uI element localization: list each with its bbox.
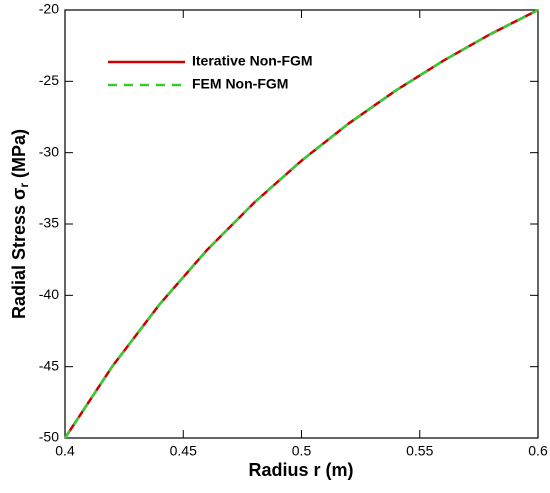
x-tick-label: 0.6 xyxy=(528,443,548,459)
x-axis-label: Radius r (m) xyxy=(248,460,353,480)
y-tick-label: -20 xyxy=(39,1,59,17)
y-label-sub: r xyxy=(17,183,31,188)
plot-frame xyxy=(64,9,539,439)
x-tick-label: 0.4 xyxy=(55,443,75,459)
x-tick-label: 0.5 xyxy=(292,443,312,459)
y-axis-label: Radial Stress σr (MPa) xyxy=(9,129,31,319)
legend-label: FEM Non-FGM xyxy=(192,76,288,92)
y-tick-label: -25 xyxy=(39,72,59,88)
x-tick-label: 0.55 xyxy=(406,443,433,459)
series-line xyxy=(63,8,539,439)
y-label-main: Radial Stress σ xyxy=(9,188,29,319)
y-tick-label: -30 xyxy=(39,143,59,159)
x-tick-label: 0.45 xyxy=(170,443,197,459)
y-tick-label: -50 xyxy=(39,429,59,445)
legend-label: Iterative Non-FGM xyxy=(192,53,313,69)
series-line xyxy=(63,8,539,439)
y-tick-label: -40 xyxy=(39,286,59,302)
y-label-unit: (MPa) xyxy=(9,129,29,183)
y-tick-label: -35 xyxy=(39,215,59,231)
y-tick-label: -45 xyxy=(39,357,59,373)
